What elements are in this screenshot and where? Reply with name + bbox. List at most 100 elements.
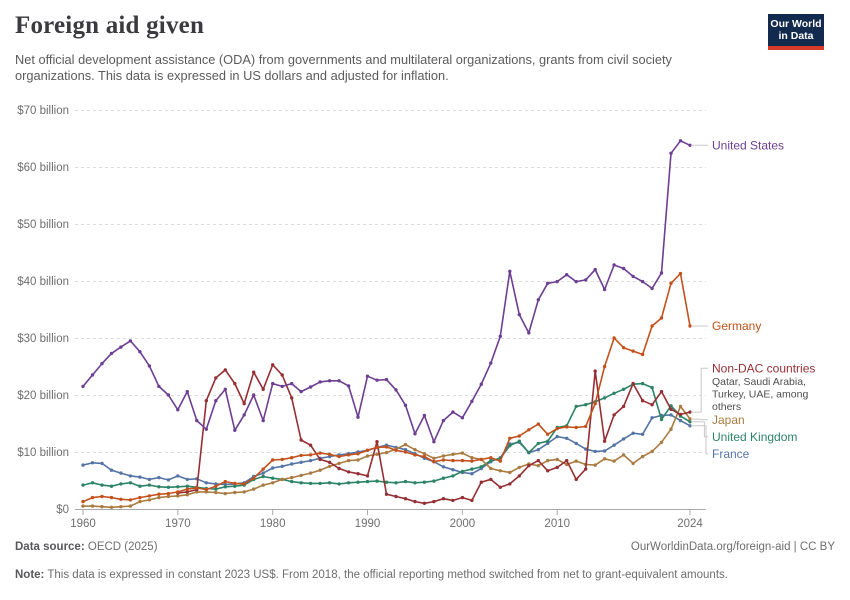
data-point <box>119 497 123 501</box>
data-point <box>489 466 493 471</box>
series-label-japan[interactable]: Japan <box>712 413 745 427</box>
data-point <box>90 373 95 377</box>
y-axis-label: $20 billion <box>17 390 69 402</box>
attribution-link[interactable]: OurWorldinData.org/foreign-aid | CC BY <box>630 541 835 553</box>
data-point <box>337 461 341 466</box>
data-point <box>356 452 360 456</box>
data-point <box>185 490 189 494</box>
data-point <box>185 493 189 497</box>
data-point <box>536 464 540 468</box>
data-point <box>176 408 180 412</box>
data-point <box>242 413 246 417</box>
data-point <box>308 471 313 475</box>
data-point <box>536 448 540 452</box>
data-point <box>318 457 322 462</box>
data-point <box>299 473 303 478</box>
data-point <box>290 381 294 386</box>
data-point <box>176 490 180 494</box>
series-label-germany[interactable]: Germany <box>712 319 761 333</box>
data-point <box>422 454 427 459</box>
data-point <box>147 364 152 368</box>
data-point <box>659 389 664 394</box>
data-point <box>109 505 114 509</box>
data-point <box>650 449 654 454</box>
data-point <box>261 467 265 471</box>
data-point <box>81 504 85 508</box>
data-point <box>413 481 417 485</box>
data-point <box>261 483 265 487</box>
data-point <box>593 401 597 406</box>
data-point <box>394 481 398 485</box>
data-point <box>327 481 332 485</box>
data-point <box>157 495 161 500</box>
data-point <box>128 339 133 343</box>
data-point <box>327 452 332 456</box>
data-point <box>422 452 427 456</box>
data-point <box>470 467 474 471</box>
data-point <box>157 485 161 489</box>
series-label-united-kingdom[interactable]: United Kingdom <box>712 430 797 444</box>
data-point <box>451 474 455 478</box>
owid-logo[interactable]: Our World in Data <box>768 14 824 50</box>
y-axis-label: $50 billion <box>17 219 69 231</box>
data-point <box>261 418 265 423</box>
data-point <box>508 444 512 448</box>
data-point <box>384 480 389 484</box>
data-point <box>109 495 114 500</box>
data-point <box>593 449 597 454</box>
data-point <box>460 416 465 420</box>
x-axis-label: 1960 <box>70 518 96 530</box>
data-point <box>659 271 664 275</box>
data-point <box>157 475 161 480</box>
data-point <box>678 418 683 423</box>
data-point <box>669 407 673 411</box>
data-point <box>81 499 85 504</box>
y-axis-label: $40 billion <box>17 276 69 288</box>
data-point <box>394 388 398 392</box>
data-point <box>100 505 104 509</box>
data-point <box>555 434 559 439</box>
data-point <box>565 436 569 440</box>
data-point <box>252 393 256 397</box>
data-point <box>308 385 313 389</box>
data-point <box>375 440 379 444</box>
data-point <box>128 498 133 502</box>
data-point <box>119 505 123 509</box>
data-point <box>138 475 142 479</box>
data-point <box>517 474 521 478</box>
data-point <box>299 481 303 485</box>
data-point <box>460 451 465 455</box>
data-point <box>185 389 189 394</box>
line-germany[interactable] <box>82 272 691 503</box>
data-point <box>166 393 171 397</box>
data-point <box>403 479 408 484</box>
data-point <box>536 441 540 446</box>
data-point <box>346 470 351 474</box>
data-point <box>318 451 322 455</box>
data-point <box>147 494 152 498</box>
series-annotation: others <box>712 401 741 413</box>
data-point <box>157 384 161 389</box>
data-point <box>138 484 142 488</box>
series-label-france[interactable]: France <box>712 447 750 461</box>
page-title: Foreign aid given <box>15 12 205 39</box>
x-axis-label: 1980 <box>260 518 286 530</box>
data-point <box>498 334 502 338</box>
data-point <box>451 468 455 472</box>
data-point <box>460 458 465 463</box>
data-point <box>602 396 607 400</box>
data-point <box>413 448 417 452</box>
data-point <box>602 287 607 292</box>
y-axis-label: $10 billion <box>17 447 69 459</box>
data-point <box>584 447 588 451</box>
data-point <box>223 485 227 489</box>
line-france[interactable] <box>82 414 691 486</box>
data-point <box>441 458 446 462</box>
data-point <box>261 387 265 391</box>
series-label-united-states[interactable]: United States <box>712 138 784 152</box>
data-point <box>640 279 645 284</box>
data-point <box>327 464 332 468</box>
series-label-non-dac-countries[interactable]: Non-DAC countries <box>712 361 815 375</box>
label-connector <box>690 418 709 421</box>
data-point <box>688 417 692 421</box>
